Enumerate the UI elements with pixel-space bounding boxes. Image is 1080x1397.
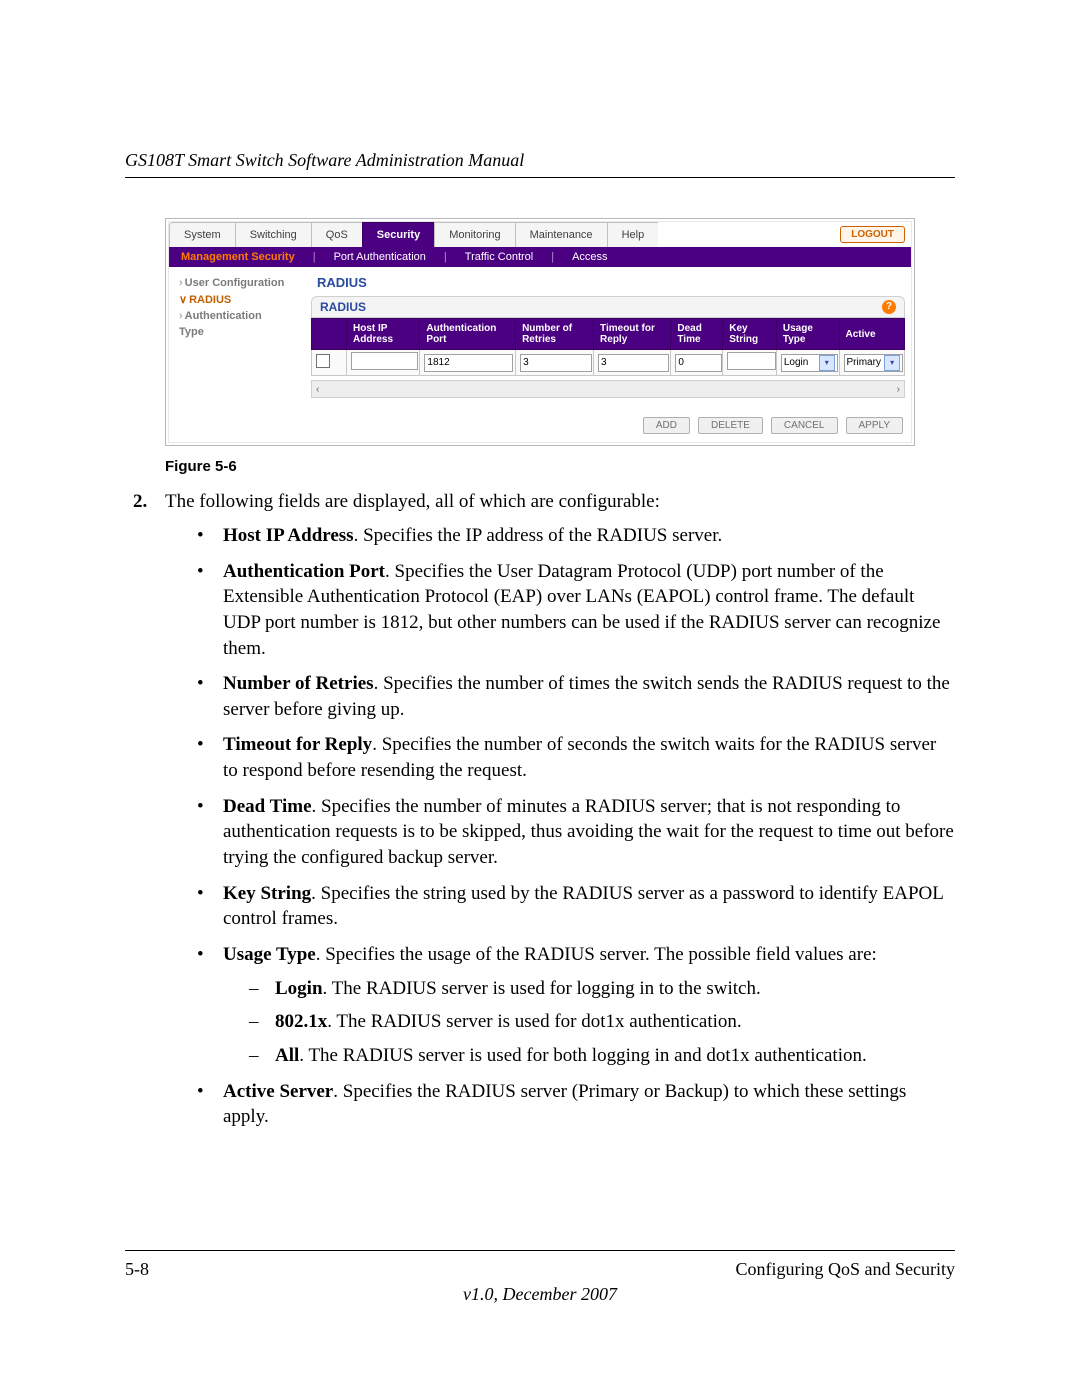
figure-caption: Figure 5-6 xyxy=(165,458,955,475)
horizontal-scrollbar[interactable]: ‹ › xyxy=(311,380,905,398)
page-number: 5-8 xyxy=(125,1259,149,1280)
numbered-item: 2.The following fields are displayed, al… xyxy=(133,491,955,513)
col-usage-type: Usage Type xyxy=(776,319,839,350)
retries-input[interactable]: 3 xyxy=(520,354,592,372)
active-select[interactable]: Primary▾ xyxy=(844,354,904,372)
col-key-string: Key String xyxy=(723,319,777,350)
section-name: Configuring QoS and Security xyxy=(736,1259,955,1280)
list-item: Dead Time. Specifies the number of minut… xyxy=(197,794,955,871)
list-item: Usage Type. Specifies the usage of the R… xyxy=(197,942,955,1069)
list-item: Active Server. Specifies the RADIUS serv… xyxy=(197,1079,955,1130)
dead-time-input[interactable]: 0 xyxy=(675,354,722,372)
scroll-left-icon[interactable]: ‹ xyxy=(312,384,323,395)
sidebar-item-type[interactable]: Type xyxy=(175,324,305,340)
list-item: Host IP Address. Specifies the IP addres… xyxy=(197,523,955,549)
list-item: Login. The RADIUS server is used for log… xyxy=(249,976,955,1002)
timeout-input[interactable]: 3 xyxy=(598,354,669,372)
field-list: Host IP Address. Specifies the IP addres… xyxy=(197,523,955,1130)
sub-nav: Management Security | Port Authenticatio… xyxy=(169,247,911,267)
delete-button[interactable]: DELETE xyxy=(698,417,763,434)
panel-title: RADIUS xyxy=(320,300,366,314)
scroll-right-icon[interactable]: › xyxy=(893,384,904,395)
sidebar: ›User Configuration ∨RADIUS ›Authenticat… xyxy=(169,267,311,407)
list-item: 802.1x. The RADIUS server is used for do… xyxy=(249,1009,955,1035)
col-active: Active xyxy=(839,319,905,350)
list-item: All. The RADIUS server is used for both … xyxy=(249,1043,955,1069)
page-footer: 5-8 Configuring QoS and Security xyxy=(125,1250,955,1280)
key-string-input[interactable] xyxy=(727,352,775,370)
col-retries: Number of Retries xyxy=(516,319,594,350)
col-dead-time: Dead Time xyxy=(671,319,723,350)
version-line: v1.0, December 2007 xyxy=(125,1284,955,1305)
add-button[interactable]: ADD xyxy=(643,417,690,434)
tab-monitoring[interactable]: Monitoring xyxy=(434,222,514,247)
section-title: RADIUS xyxy=(311,273,905,296)
auth-port-input[interactable]: 1812 xyxy=(424,354,512,372)
table-row: 1812 3 3 0 Login▾ Primary▾ xyxy=(312,350,905,376)
row-checkbox[interactable] xyxy=(316,354,330,368)
help-icon[interactable]: ? xyxy=(882,300,896,314)
col-auth-port: Authentication Port xyxy=(420,319,516,350)
tab-help[interactable]: Help xyxy=(607,222,659,247)
doc-title: GS108T Smart Switch Software Administrat… xyxy=(125,150,955,178)
list-item: Timeout for Reply. Specifies the number … xyxy=(197,732,955,783)
host-ip-input[interactable] xyxy=(351,352,418,370)
list-item: Key String. Specifies the string used by… xyxy=(197,881,955,932)
subtab-port-auth[interactable]: Port Authentication xyxy=(334,251,426,263)
col-timeout: Timeout for Reply xyxy=(594,319,671,350)
chevron-down-icon: ▾ xyxy=(884,355,900,371)
logout-button[interactable]: LOGOUT xyxy=(840,226,905,243)
subtab-access[interactable]: Access xyxy=(572,251,607,263)
tab-maintenance[interactable]: Maintenance xyxy=(515,222,607,247)
tab-qos[interactable]: QoS xyxy=(311,222,362,247)
chevron-down-icon: ▾ xyxy=(819,355,835,371)
cancel-button[interactable]: CANCEL xyxy=(771,417,838,434)
tab-security[interactable]: Security xyxy=(362,222,434,247)
tab-system[interactable]: System xyxy=(169,222,235,247)
subtab-mgmt-security[interactable]: Management Security xyxy=(181,251,295,263)
sidebar-item-auth[interactable]: ›Authentication xyxy=(175,308,305,324)
subtab-traffic-control[interactable]: Traffic Control xyxy=(465,251,533,263)
button-bar: ADD DELETE CANCEL APPLY xyxy=(169,407,911,442)
usage-type-select[interactable]: Login▾ xyxy=(781,354,838,372)
sidebar-item-radius[interactable]: ∨RADIUS xyxy=(175,291,305,308)
list-item: Authentication Port. Specifies the User … xyxy=(197,559,955,662)
apply-button[interactable]: APPLY xyxy=(846,417,904,434)
radius-screenshot: System Switching QoS Security Monitoring… xyxy=(165,218,915,446)
tab-switching[interactable]: Switching xyxy=(235,222,311,247)
col-checkbox xyxy=(312,319,347,350)
list-item: Number of Retries. Specifies the number … xyxy=(197,671,955,722)
sidebar-item-user-config[interactable]: ›User Configuration xyxy=(175,275,305,291)
top-tabs: System Switching QoS Security Monitoring… xyxy=(169,222,911,247)
col-host-ip: Host IP Address xyxy=(347,319,420,350)
radius-table: Host IP Address Authentication Port Numb… xyxy=(311,318,905,376)
